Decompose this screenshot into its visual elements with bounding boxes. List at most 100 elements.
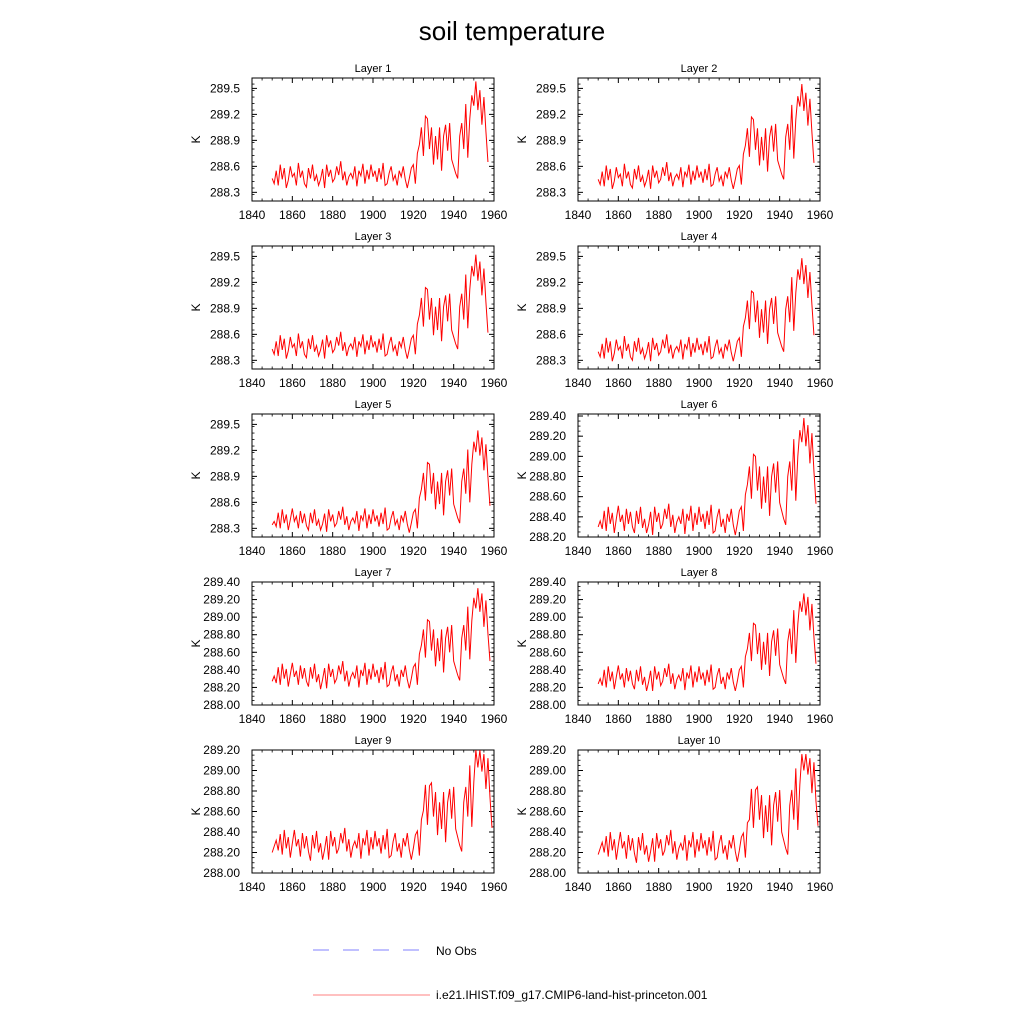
plot-frame	[251, 77, 495, 202]
x-tick-label: 1860	[279, 880, 306, 894]
x-tick-label: 1840	[239, 712, 266, 726]
y-tick-label: 289.2	[210, 443, 240, 457]
y-axis-label: K	[515, 807, 529, 815]
y-tick-label: 288.3	[536, 185, 566, 199]
y-tick-label: 288.3	[210, 185, 240, 199]
x-tick-label: 1840	[565, 544, 592, 558]
y-tick-label: 288.80	[529, 784, 566, 798]
x-tick-label: 1860	[605, 712, 632, 726]
y-tick-label: 288.40	[203, 825, 240, 839]
y-tick-label: 288.60	[529, 645, 566, 659]
y-tick-label: 289.20	[203, 593, 240, 607]
y-tick-label: 289.2	[210, 107, 240, 121]
y-tick-label: 288.6	[210, 159, 240, 173]
y-tick-label: 288.3	[536, 353, 566, 367]
x-tick-label: 1900	[686, 712, 713, 726]
x-tick-label: 1880	[645, 544, 672, 558]
x-tick-label: 1860	[279, 208, 306, 222]
y-tick-label: 288.3	[210, 521, 240, 535]
y-tick-label: 288.00	[529, 866, 566, 880]
figure-title: soil temperature	[419, 16, 605, 46]
x-tick-label: 1880	[645, 712, 672, 726]
y-tick-label: 288.9	[210, 301, 240, 315]
x-tick-label: 1940	[766, 880, 793, 894]
y-tick-label: 288.20	[529, 680, 566, 694]
panel-layer-8: Layer 8 1840 1860 1880 1900 1920 1940 1960 288.0…	[515, 567, 834, 726]
y-axis-label: K	[189, 471, 203, 479]
x-tick-label: 1860	[605, 880, 632, 894]
y-tick-label: 289.20	[529, 593, 566, 607]
legend-obs-label: No Obs	[436, 944, 477, 958]
panel-layer-3: Layer 3 1840 1860 1880 1900 1920 1940 1960 288.3…	[189, 231, 508, 390]
y-tick-label: 288.20	[529, 530, 566, 544]
y-tick-label: 288.9	[536, 133, 566, 147]
y-tick-label: 288.6	[210, 327, 240, 341]
y-tick-label: 289.40	[529, 575, 566, 589]
x-tick-label: 1920	[726, 376, 753, 390]
panel-title: Layer 7	[355, 567, 392, 579]
y-axis-label: K	[515, 303, 529, 311]
x-tick-label: 1940	[766, 544, 793, 558]
y-tick-label: 289.20	[203, 743, 240, 757]
legend-model-label: i.e21.IHIST.f09_g17.CMIP6-land-hist-prin…	[436, 988, 708, 1002]
x-tick-label: 1940	[440, 376, 467, 390]
y-axis-label: K	[189, 303, 203, 311]
x-tick-label: 1880	[319, 376, 346, 390]
y-tick-label: 288.9	[210, 133, 240, 147]
x-tick-label: 1900	[360, 712, 387, 726]
y-tick-label: 288.80	[203, 628, 240, 642]
y-tick-label: 288.6	[210, 495, 240, 509]
x-tick-label: 1880	[645, 208, 672, 222]
x-tick-label: 1960	[807, 376, 834, 390]
x-tick-label: 1960	[481, 712, 508, 726]
series-line	[271, 749, 493, 861]
y-tick-label: 289.5	[210, 249, 240, 263]
panel-title: Layer 10	[678, 735, 721, 747]
y-tick-label: 289.5	[536, 249, 566, 263]
panel-layer-2: Layer 2 1840 1860 1880 1900 1920 1940 1960 288.3…	[515, 63, 834, 222]
panel-title: Layer 3	[355, 231, 392, 243]
panel-title: Layer 5	[355, 399, 392, 411]
x-tick-label: 1960	[481, 208, 508, 222]
x-tick-label: 1860	[279, 712, 306, 726]
y-tick-label: 288.60	[203, 645, 240, 659]
x-tick-label: 1840	[239, 544, 266, 558]
y-tick-label: 288.40	[529, 825, 566, 839]
series-line	[597, 84, 815, 190]
x-tick-label: 1960	[481, 544, 508, 558]
series-line	[597, 258, 815, 362]
y-tick-label: 288.6	[536, 159, 566, 173]
panel-grid: Layer 1 1840 1860 1880 1900 1920 1940 1960 288.3…	[189, 63, 834, 894]
y-tick-label: 288.9	[536, 301, 566, 315]
y-tick-label: 288.6	[536, 327, 566, 341]
panel-title: Layer 4	[681, 231, 718, 243]
x-tick-label: 1920	[400, 880, 427, 894]
y-tick-label: 289.5	[210, 81, 240, 95]
y-tick-label: 288.80	[529, 470, 566, 484]
y-tick-label: 288.60	[529, 805, 566, 819]
x-tick-label: 1920	[726, 880, 753, 894]
y-axis-label: K	[189, 807, 203, 815]
legend: No Obs i.e21.IHIST.f09_g17.CMIP6-land-hi…	[313, 944, 708, 1002]
x-tick-label: 1840	[565, 208, 592, 222]
y-axis-label: K	[515, 135, 529, 143]
x-tick-label: 1960	[807, 712, 834, 726]
x-tick-label: 1840	[239, 376, 266, 390]
x-tick-label: 1860	[279, 544, 306, 558]
x-tick-label: 1900	[360, 376, 387, 390]
panel-title: Layer 6	[681, 399, 718, 411]
panel-layer-9: Layer 9 1840 1860 1880 1900 1920 1940 1960 288.0…	[189, 735, 508, 894]
panel-layer-5: Layer 5 1840 1860 1880 1900 1920 1940 1960 288.3…	[189, 399, 508, 558]
x-tick-label: 1860	[279, 376, 306, 390]
x-tick-label: 1860	[605, 376, 632, 390]
panel-title: Layer 9	[355, 735, 392, 747]
y-tick-label: 288.9	[210, 469, 240, 483]
x-tick-label: 1840	[565, 376, 592, 390]
x-tick-label: 1840	[565, 880, 592, 894]
panel-title: Layer 1	[355, 63, 392, 75]
y-tick-label: 288.00	[203, 698, 240, 712]
y-tick-label: 288.00	[203, 866, 240, 880]
x-tick-label: 1960	[481, 880, 508, 894]
panel-title: Layer 8	[681, 567, 718, 579]
panel-layer-10: Layer 10 1840 1860 1880 1900 1920 1940 1960 288.…	[515, 735, 834, 894]
